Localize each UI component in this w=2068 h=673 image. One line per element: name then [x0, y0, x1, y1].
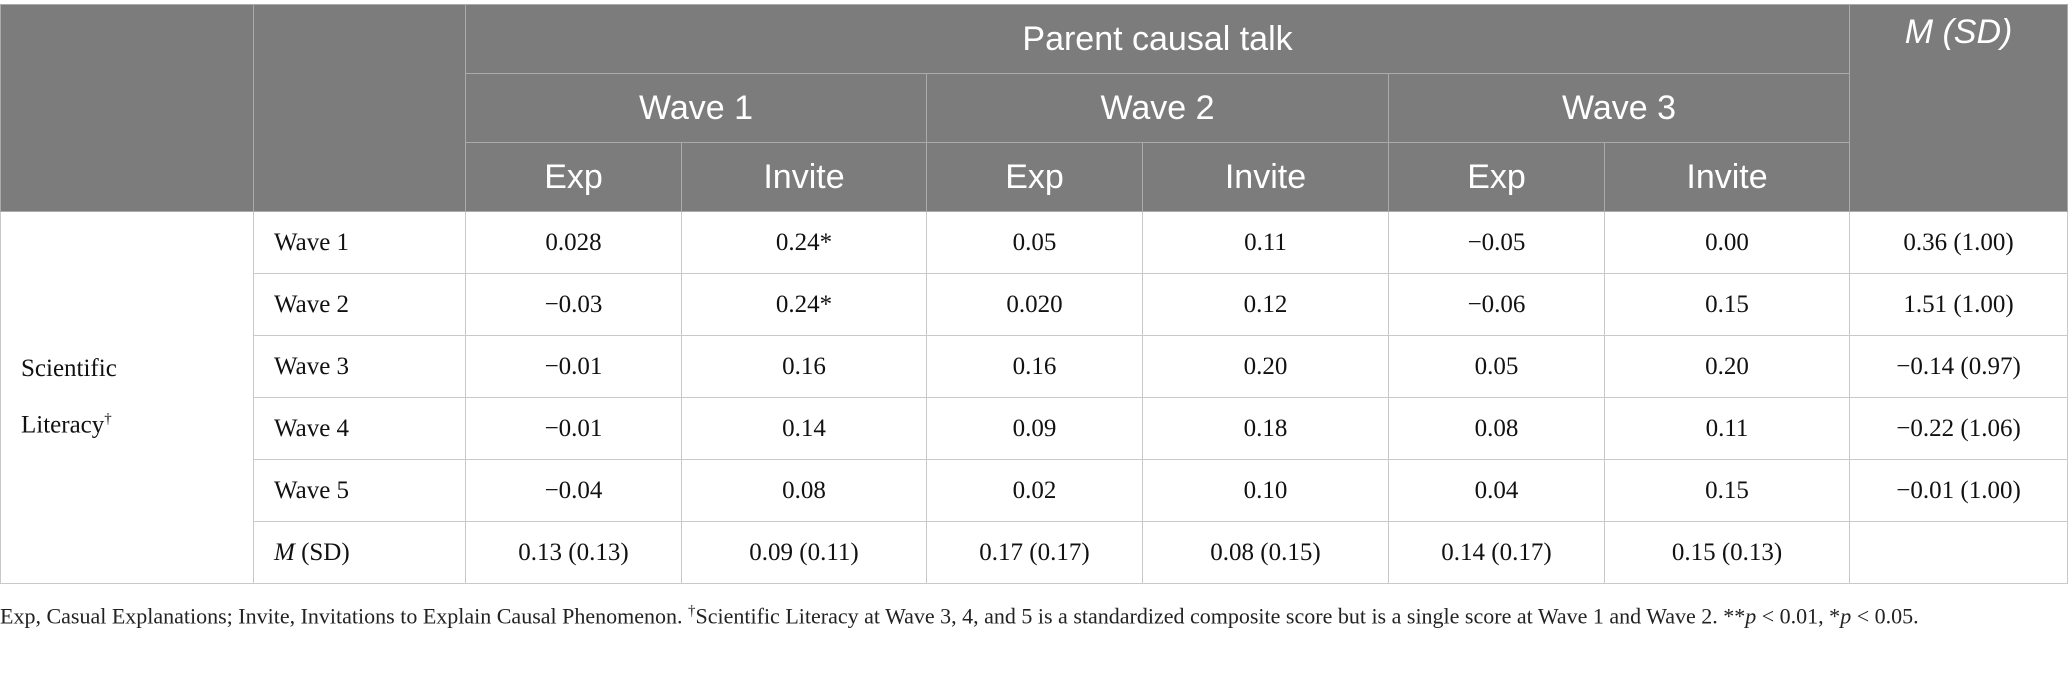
table-cell: 0.08 (0.15)	[1142, 521, 1389, 584]
table-cell: 0.15	[1603, 459, 1851, 522]
table-cell: 0.13 (0.13)	[465, 521, 682, 584]
table-cell: 0.028	[465, 211, 682, 274]
table-cell: 0.24*	[681, 273, 927, 336]
footnote-part2: Scientific Literacy at Wave 3, 4, and 5 …	[695, 603, 1746, 629]
header-invite: Invite	[681, 142, 927, 212]
table-cell-msd: −0.22 (1.06)	[1849, 397, 2068, 460]
table-cell: 0.14	[681, 397, 927, 460]
table-cell: −0.01	[465, 335, 682, 398]
header-invite: Invite	[1603, 142, 1851, 212]
table-cell: 0.18	[1142, 397, 1389, 460]
table-cell: 0.16	[926, 335, 1143, 398]
table-cell-msd: 1.51 (1.00)	[1849, 273, 2068, 336]
header-invite: Invite	[1142, 142, 1389, 212]
header-wave-3: Wave 3	[1387, 73, 1851, 143]
table-cell: 0.09	[926, 397, 1143, 460]
header-wave-2: Wave 2	[926, 73, 1389, 143]
table-cell: 0.020	[926, 273, 1143, 336]
footnote-part4: < 0.05.	[1851, 603, 1919, 629]
table-cell: 0.24*	[681, 211, 927, 274]
table-cell: 0.08	[1388, 397, 1605, 460]
table-cell: 0.04	[1388, 459, 1605, 522]
table-cell: 0.02	[926, 459, 1143, 522]
table-cell: 0.17 (0.17)	[926, 521, 1143, 584]
table-cell: 0.20	[1142, 335, 1389, 398]
table-cell: 0.11	[1142, 211, 1389, 274]
header-msd: M (SD)	[1849, 4, 2068, 212]
table-cell-msd: −0.14 (0.97)	[1849, 335, 2068, 398]
table-footnote: Exp, Casual Explanations; Invite, Invita…	[0, 594, 2050, 633]
table-cell: 0.05	[1388, 335, 1605, 398]
table-cell: −0.03	[465, 273, 682, 336]
header-wave-1: Wave 1	[465, 73, 927, 143]
table-cell: 0.15	[1603, 273, 1851, 336]
footnote-p2: p	[1840, 603, 1852, 629]
dagger-mark: †	[104, 411, 112, 428]
row-label-msd: M (SD)	[253, 521, 466, 584]
row-label: Wave 1	[253, 211, 466, 274]
table-cell: 0.10	[1142, 459, 1389, 522]
group-label-line1: Scientific	[21, 355, 117, 383]
table-cell: −0.04	[465, 459, 682, 522]
table-cell: 0.14 (0.17)	[1388, 521, 1605, 584]
header-exp: Exp	[926, 142, 1143, 212]
header-corner-cell-2	[253, 4, 466, 212]
table-cell-msd: 0.36 (1.00)	[1849, 211, 2068, 274]
footnote-dagger: †	[688, 603, 696, 619]
table-row: Scientific Literacy† Wave 1 0.028 0.24* …	[0, 211, 2068, 584]
table-cell: 0.05	[926, 211, 1143, 274]
table-row: Wave 3 −0.01 0.16 0.16 0.20 0.05 0.20 −0…	[1, 335, 2068, 398]
table-cell: 0.00	[1603, 211, 1851, 274]
table-cell: 0.16	[681, 335, 927, 398]
row-label: Wave 4	[253, 397, 466, 460]
footnote-part3: < 0.01, *	[1756, 603, 1841, 629]
table-cell: 0.20	[1603, 335, 1851, 398]
group-label-line2: Literacy	[21, 411, 105, 439]
row-label: Wave 2	[253, 273, 466, 336]
row-label: Wave 5	[253, 459, 466, 522]
correlation-table: Parent causal talk M (SD) Wave 1 Wave 2 …	[0, 4, 2068, 584]
table-cell-empty	[1849, 521, 2068, 584]
header-parent-causal-talk: Parent causal talk	[464, 4, 1851, 74]
table-cell: −0.06	[1388, 273, 1605, 336]
table-cell-msd: −0.01 (1.00)	[1849, 459, 2068, 522]
row-label: Wave 3	[253, 335, 466, 398]
table-cell: 0.15 (0.13)	[1603, 521, 1851, 584]
msd-label-m: M	[274, 538, 295, 566]
table-row: Wave 2 −0.03 0.24* 0.020 0.12 −0.06 0.15…	[1, 273, 2068, 336]
footnote-p1: p	[1745, 603, 1757, 629]
table-cell: −0.01	[465, 397, 682, 460]
table-cell: 0.08	[681, 459, 927, 522]
msd-label-sd: (SD)	[294, 538, 350, 566]
table-cell: −0.05	[1388, 211, 1605, 274]
table-row: Wave 5 −0.04 0.08 0.02 0.10 0.04 0.15 −0…	[1, 459, 2068, 522]
table-row-msd: M (SD) 0.13 (0.13) 0.09 (0.11) 0.17 (0.1…	[1, 521, 2068, 584]
table-row: Wave 4 −0.01 0.14 0.09 0.18 0.08 0.11 −0…	[1, 397, 2068, 460]
row-group-label: Scientific Literacy†	[0, 211, 254, 584]
footnote-part1: Exp, Casual Explanations; Invite, Invita…	[0, 603, 689, 629]
header-corner-cell	[0, 4, 254, 212]
header-exp: Exp	[465, 142, 682, 212]
table-cell: 0.11	[1603, 397, 1851, 460]
header-exp: Exp	[1388, 142, 1605, 212]
table-cell: 0.09 (0.11)	[681, 521, 927, 584]
table-cell: 0.12	[1142, 273, 1389, 336]
